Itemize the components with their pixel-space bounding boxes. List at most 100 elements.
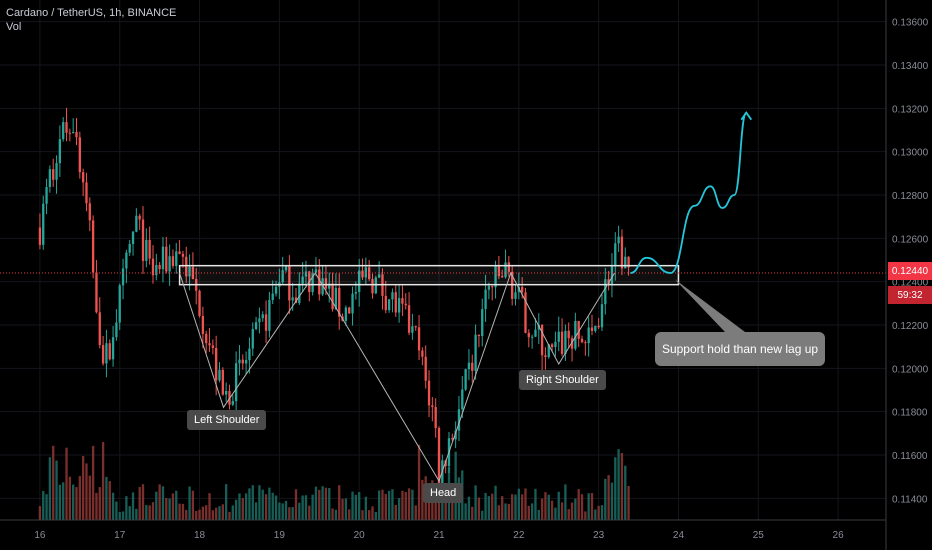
volume-bar bbox=[251, 485, 254, 520]
current-price-tag: 0.12440 bbox=[888, 262, 932, 280]
candle-body bbox=[494, 265, 497, 288]
volume-bar bbox=[294, 489, 298, 520]
projection-path bbox=[630, 111, 753, 274]
candle-body bbox=[161, 246, 165, 270]
candle-body bbox=[491, 286, 494, 288]
time-tick-label: 16 bbox=[34, 530, 46, 541]
candle-body bbox=[264, 314, 268, 331]
candle-body bbox=[261, 314, 264, 319]
candle-body bbox=[627, 256, 630, 268]
volume-bar bbox=[391, 489, 394, 520]
volume-bar bbox=[358, 492, 361, 520]
price-tick-label: 0.12000 bbox=[892, 364, 929, 375]
volume-bar bbox=[175, 490, 178, 520]
time-tick-label: 18 bbox=[194, 530, 206, 541]
volume-bar bbox=[351, 491, 354, 520]
volume-bar bbox=[371, 506, 374, 520]
candle-body bbox=[344, 307, 348, 321]
candle-body bbox=[481, 309, 484, 337]
candle-body bbox=[550, 344, 554, 348]
candle-body bbox=[58, 139, 62, 164]
candle-body bbox=[567, 330, 570, 339]
volume-bar bbox=[607, 475, 610, 520]
candle-body bbox=[115, 322, 118, 338]
volume-bar bbox=[544, 492, 547, 520]
volume-bar bbox=[580, 494, 584, 520]
candle-body bbox=[311, 272, 314, 293]
candle-body bbox=[351, 293, 354, 314]
projection-curve bbox=[630, 111, 748, 274]
candle-body bbox=[454, 430, 457, 440]
candle-body bbox=[215, 347, 218, 381]
volume-bar bbox=[281, 503, 284, 520]
candle-body bbox=[364, 267, 368, 278]
candle-body bbox=[138, 215, 141, 220]
volume-bar bbox=[158, 484, 161, 520]
volume-bar bbox=[497, 505, 501, 520]
volume-bar bbox=[421, 479, 424, 520]
time-tick-label: 25 bbox=[753, 530, 765, 541]
candle-body bbox=[540, 324, 544, 356]
candle-body bbox=[88, 203, 91, 221]
candle-body bbox=[318, 269, 321, 295]
volume-bar bbox=[324, 487, 328, 520]
candle-body bbox=[424, 356, 427, 381]
volume-bar bbox=[228, 511, 231, 520]
candle-body bbox=[321, 278, 324, 295]
candle-body bbox=[580, 338, 584, 343]
candle-body bbox=[537, 324, 540, 330]
candle-body bbox=[434, 406, 437, 429]
candle-body bbox=[520, 286, 524, 293]
candle-body bbox=[474, 334, 477, 371]
candle-body bbox=[121, 268, 125, 286]
volume-bar bbox=[178, 503, 181, 520]
candle-body bbox=[427, 380, 431, 406]
candle-body bbox=[338, 287, 341, 317]
candle-body bbox=[560, 331, 564, 354]
candle-body bbox=[294, 297, 298, 304]
pattern-polyline bbox=[179, 271, 616, 483]
candle-body bbox=[251, 329, 254, 349]
volume-bar bbox=[284, 500, 288, 520]
candle-body bbox=[248, 348, 251, 361]
candle-body bbox=[75, 131, 78, 138]
volume-bar bbox=[617, 449, 620, 520]
price-tick-label: 0.13400 bbox=[892, 61, 929, 72]
candle-body bbox=[324, 278, 328, 289]
candle-body bbox=[185, 256, 188, 277]
volume-bar bbox=[501, 496, 504, 520]
volume-bar bbox=[278, 502, 281, 520]
candle-body bbox=[610, 266, 614, 285]
candle-body bbox=[284, 265, 288, 271]
volume-bar bbox=[288, 507, 291, 520]
volume-bar bbox=[377, 490, 381, 520]
candle-body bbox=[238, 359, 241, 364]
volume-bar bbox=[344, 498, 348, 520]
volume-label: Vol bbox=[6, 21, 22, 33]
candle-body bbox=[42, 203, 45, 245]
candle-body bbox=[198, 290, 201, 316]
candle-body bbox=[171, 256, 175, 267]
price-tick-label: 0.13600 bbox=[892, 18, 929, 29]
volume-bar bbox=[401, 490, 404, 520]
volume-bar bbox=[620, 453, 624, 520]
volume-bar bbox=[95, 492, 98, 520]
volume-bar bbox=[594, 509, 597, 520]
volume-bar bbox=[261, 489, 264, 520]
price-tick-label: 0.11600 bbox=[892, 451, 928, 462]
volume-bar bbox=[264, 494, 268, 520]
volume-bar bbox=[334, 509, 338, 520]
volume-bar bbox=[195, 510, 198, 520]
candle-body bbox=[404, 303, 407, 306]
candle-body bbox=[234, 363, 238, 402]
candle-body bbox=[597, 325, 600, 328]
candle-body bbox=[467, 362, 471, 370]
candle-body bbox=[441, 460, 444, 487]
candle-body bbox=[504, 262, 507, 278]
candle-body bbox=[168, 256, 171, 272]
volume-bar bbox=[181, 503, 185, 520]
candle-body bbox=[85, 182, 88, 204]
volume-bar bbox=[530, 503, 534, 520]
